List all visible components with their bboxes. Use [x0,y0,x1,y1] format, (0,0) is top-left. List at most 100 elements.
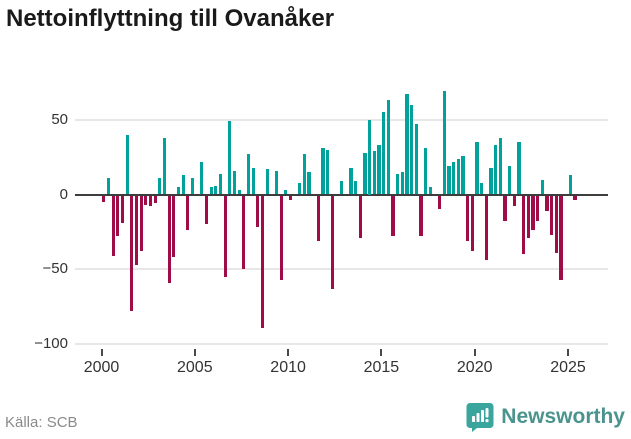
bar [470,196,474,252]
bar [363,152,367,195]
bar [256,196,260,228]
bar [498,137,502,195]
bar [120,196,125,223]
y-axis-tick-label: 50 [51,110,68,128]
x-axis-tick-label: 2005 [177,359,213,376]
bar [372,151,376,195]
bar [172,196,176,258]
y-axis-tick-label: −100 [34,335,68,352]
bar [358,196,362,238]
bar [209,187,213,195]
bar [526,196,530,238]
y-axis-tick-label: −50 [42,260,68,278]
bar [508,166,512,195]
bar [456,158,460,195]
bar [284,190,288,195]
bar [568,175,572,195]
x-axis-tick-mark [473,349,476,356]
bar [130,196,134,312]
bar [536,196,540,222]
bar [204,196,209,225]
bar [442,91,446,195]
bar [447,166,451,195]
bar [274,170,279,195]
bar [517,142,521,195]
bar [298,182,302,195]
x-axis-tick-label: 2015 [363,359,400,376]
bar [377,145,381,195]
bar [162,137,167,195]
bar [414,124,418,195]
bar [125,134,129,195]
bar [307,172,311,195]
page-title: Nettoinflyttning till Ovanåker [6,5,335,32]
bar [400,172,404,195]
bar [330,196,334,289]
bar [326,149,330,195]
bar [540,179,544,195]
bar [144,196,148,205]
gridline [75,118,608,121]
bar [223,196,227,277]
bar [111,196,115,256]
x-axis-tick-label: 2025 [550,359,586,376]
bar [228,121,232,195]
x-axis-tick-mark [193,349,196,356]
gridline [75,268,608,271]
bar [260,196,265,328]
bar [265,169,269,195]
x-axis-tick-mark [567,349,569,356]
bar [134,196,139,265]
bar [321,148,325,195]
bar [354,181,358,195]
bar [106,178,111,195]
bar [302,154,306,195]
bar [279,196,283,280]
y-axis-tick-label: 0 [59,185,68,203]
bar [237,190,241,195]
bar [550,196,554,235]
bar [438,196,442,210]
bar [489,167,493,195]
bar [218,173,223,195]
bar [452,161,456,195]
bar [410,104,414,195]
bar [288,196,293,201]
bar [522,196,526,255]
bar [214,185,218,195]
bar [428,187,432,195]
bar [139,196,143,252]
bar [424,148,428,195]
bar [176,187,181,195]
bar [573,196,577,201]
bar [181,175,185,195]
x-axis-tick-label: 2020 [456,359,493,376]
bar [419,196,423,237]
bar [186,196,190,231]
bar [246,154,251,195]
bar [484,196,488,261]
bar [503,196,507,222]
x-axis-tick-mark [287,349,290,356]
bar [368,119,372,195]
bar [158,178,162,195]
bar [531,196,535,231]
newsworthy-logo: Newsworthy [466,402,625,432]
bar [545,196,549,211]
bar [242,196,246,270]
bar [340,181,344,195]
x-axis-tick-label: 2000 [83,359,120,376]
x-axis-tick-label: 2010 [270,359,306,376]
bar [405,94,409,195]
newsworthy-icon [466,402,494,432]
bar [391,196,395,237]
bar [316,196,320,241]
bar [512,196,516,207]
bar [232,170,237,195]
bar [190,178,195,195]
bar [554,196,558,253]
bar [153,196,157,204]
bar [148,196,153,207]
bar [102,196,106,202]
newsworthy-wordmark: Newsworthy [501,405,625,428]
